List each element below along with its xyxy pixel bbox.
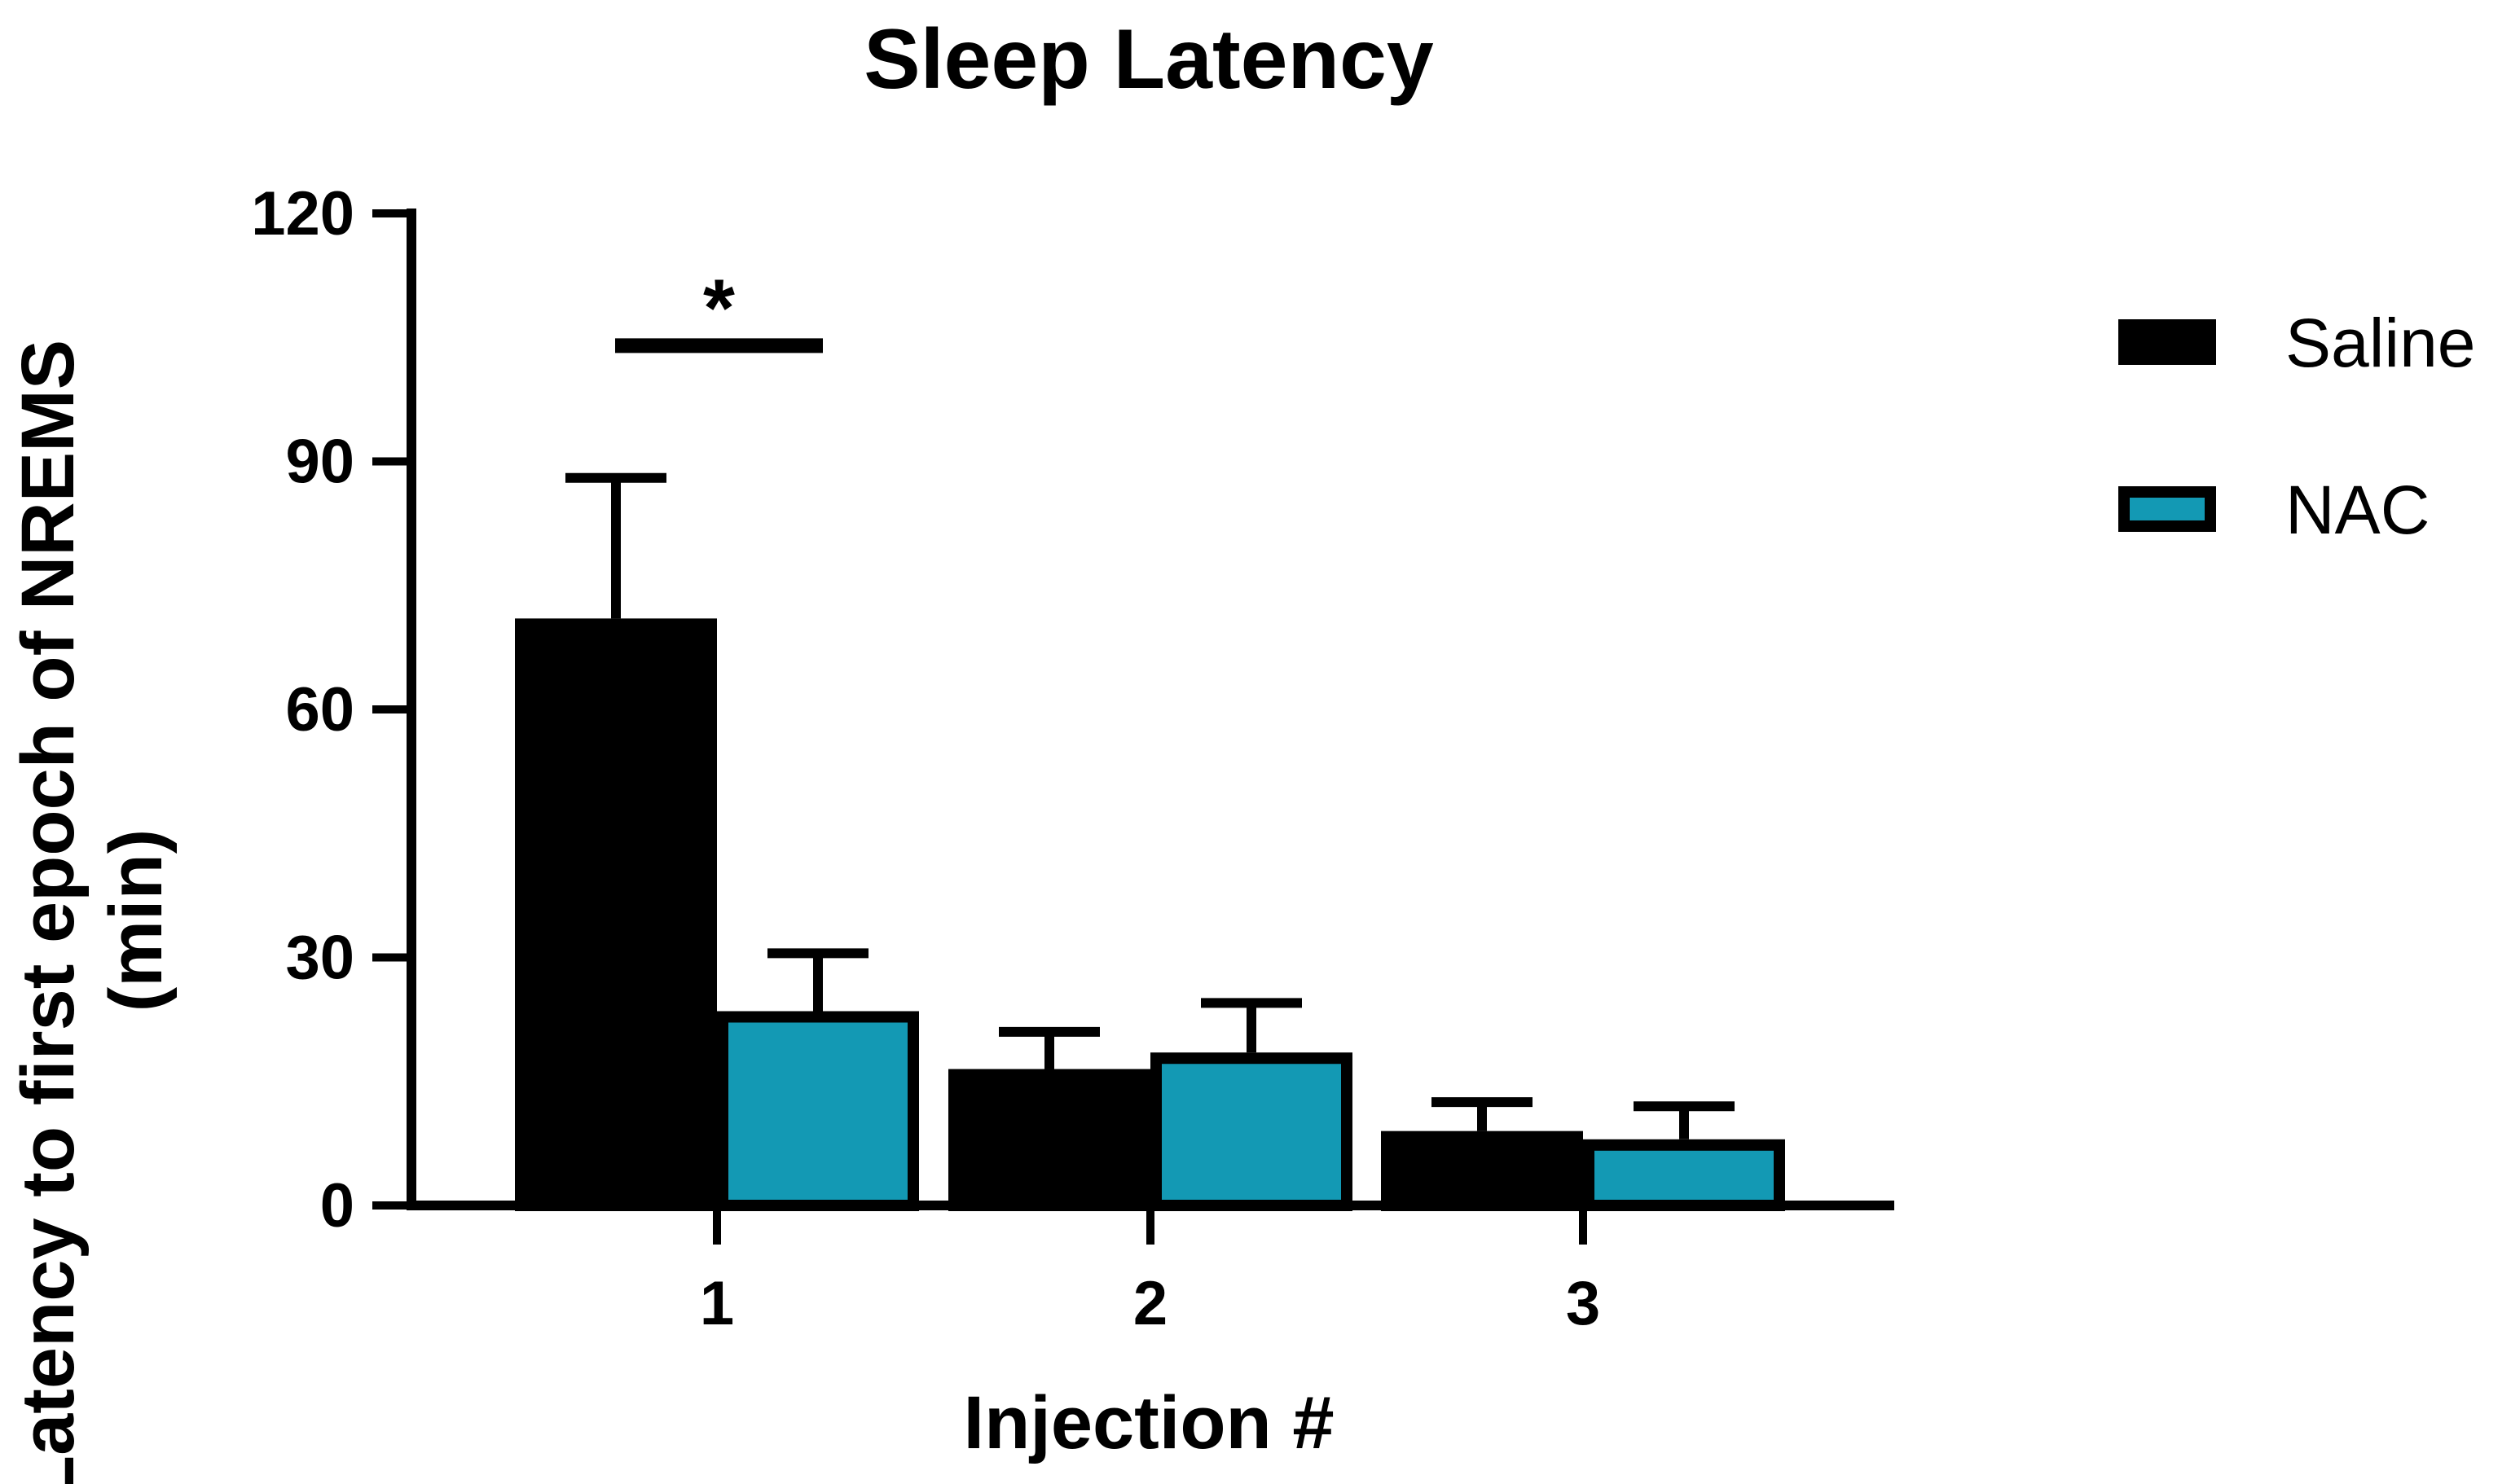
legend-label-nac: NAC xyxy=(2285,472,2430,548)
y-axis-title-line-2: (min) xyxy=(95,829,178,1012)
bar-nac-2 xyxy=(1150,1052,1352,1211)
legend: Saline NAC xyxy=(2118,305,2476,548)
y-tick-label-30: 30 xyxy=(285,924,354,993)
y-tick-label-90: 90 xyxy=(285,428,354,497)
plot-area: 0 30 60 90 120 1 2 3 * xyxy=(251,179,1894,1338)
y-tick-label-60: 60 xyxy=(285,675,354,744)
bar-saline-2 xyxy=(948,1069,1150,1212)
significance-label-1: * xyxy=(703,262,735,353)
bar-nac-1 xyxy=(717,1011,919,1211)
chart-title: Sleep Latency xyxy=(864,12,1434,107)
bar-nac-3 xyxy=(1583,1139,1785,1212)
legend-swatch-nac xyxy=(2118,486,2216,532)
x-tick-label-2: 2 xyxy=(1133,1269,1168,1338)
x-axis-title: Injection # xyxy=(964,1381,1335,1464)
x-tick-label-1: 1 xyxy=(700,1269,734,1338)
legend-swatch-saline xyxy=(2118,319,2216,365)
x-tick-label-3: 3 xyxy=(1566,1269,1600,1338)
y-axis-title: Latency to first epoch of NREMS (min) xyxy=(7,340,178,1484)
y-axis-title-line-1: Latency to first epoch of NREMS xyxy=(7,340,90,1484)
bar-saline-3 xyxy=(1381,1131,1583,1212)
legend-label-saline: Saline xyxy=(2285,305,2476,381)
bar-saline-1 xyxy=(515,618,717,1211)
y-tick-label-120: 120 xyxy=(251,179,354,248)
y-tick-label-0: 0 xyxy=(320,1171,354,1240)
